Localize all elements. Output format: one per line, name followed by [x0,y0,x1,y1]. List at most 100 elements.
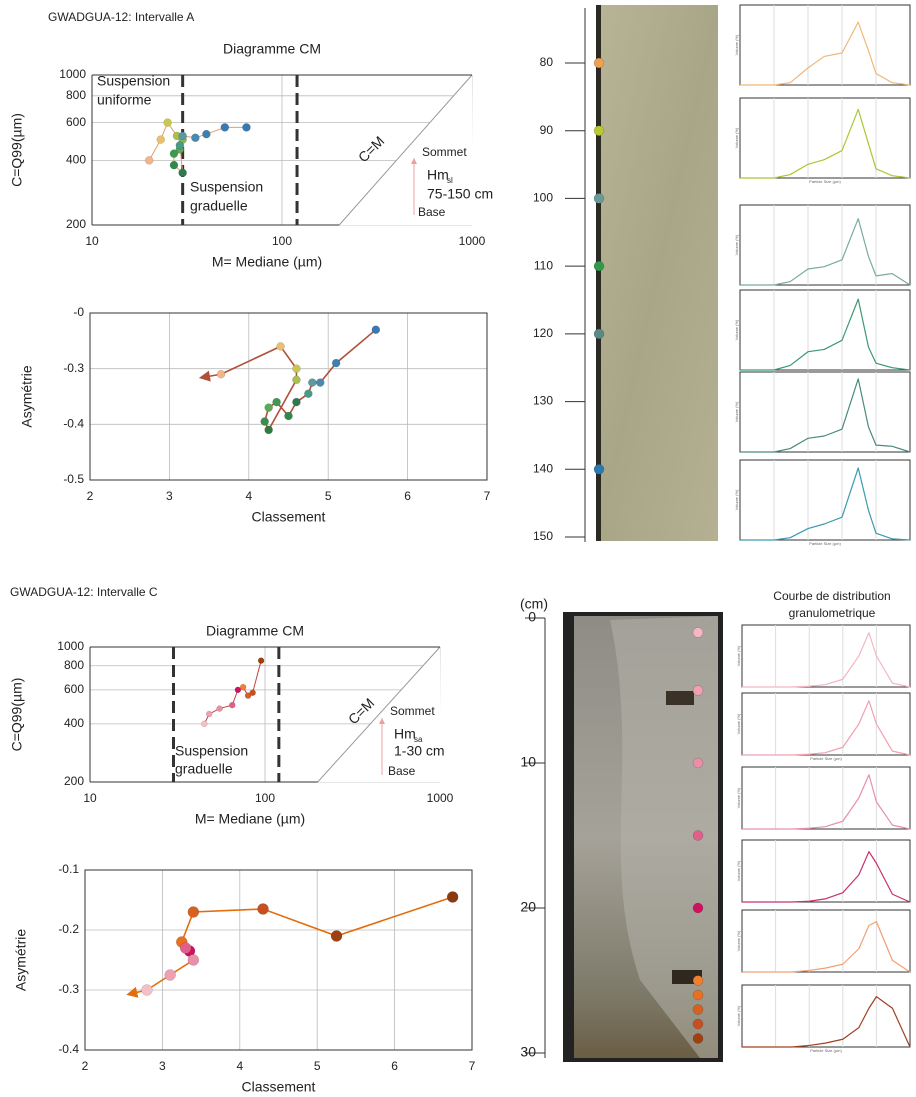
y-tick-label: 400 [66,153,86,167]
x-tick-label: 10 [83,791,97,805]
annotation: 75-150 cm [427,186,493,202]
x-tick-label: 6 [404,489,411,503]
depth-label: 110 [534,258,553,272]
x-tick-label: 4 [236,1059,243,1073]
data-point [292,364,301,373]
data-point [260,417,269,426]
data-point [156,135,165,144]
x-tick-label: 3 [166,489,173,503]
data-point [205,710,213,718]
depth-label: 80 [540,55,554,69]
core-edge [596,5,601,541]
depth-label: 100 [533,191,553,205]
depth-label: 20 [520,899,536,915]
x-tick-label: 6 [391,1059,398,1073]
data-point [292,397,301,407]
sample-dot [593,328,605,340]
x-axis-label: Classement [252,509,326,525]
x-axis-label: Classement [242,1079,316,1095]
distribution-x-label: Particle Size (µm) [810,1048,842,1053]
x-tick-label: 3 [159,1059,166,1073]
depth-label: 150 [533,529,553,543]
distribution-frame [741,692,911,756]
y-tick-label: -0.4 [63,417,84,431]
distribution-frame [739,459,911,541]
y-tick-label: 600 [66,115,86,129]
sample-dot [593,125,605,136]
data-point [144,156,154,165]
y-axis-label: Asymétrie [13,929,29,991]
annotation-arrowhead [411,158,417,164]
distribution-y-label: Volume (%) [736,1005,741,1026]
distribution-curve [740,108,911,179]
data-point [187,954,200,966]
y-axis-label: C=Q99(µm) [9,678,25,752]
data-point [371,325,381,334]
annotation: Suspension [190,179,263,195]
data-point [257,657,265,664]
distribution-frame [739,289,911,371]
diagonal-line [317,646,441,783]
annotation: Hm [394,726,416,742]
section-heading: GWADGUA-12: Intervalle A [48,10,194,24]
y-tick-label: 1000 [57,639,84,653]
x-tick-label: 4 [245,489,252,503]
chart-title: Diagramme CM [206,623,304,639]
data-point [316,378,325,387]
data-point [191,133,200,143]
annotation: Suspension [97,73,170,89]
distribution-curve [740,467,911,541]
annotation: Suspension [175,743,248,759]
distribution-frame [741,766,911,830]
data-point [257,903,269,915]
x-tick-label: 7 [484,489,491,503]
distribution-curve [742,632,911,688]
distribution-x-label: Particle Size (µm) [809,541,841,546]
data-point [141,984,153,996]
data-point [179,942,192,954]
distribution-y-label: Volume (%) [736,787,741,808]
sample-dot [692,975,704,986]
annotation: Hm [427,167,449,183]
distribution-curve [742,921,911,973]
sample-dot [692,685,704,696]
distribution-frame [741,624,911,688]
core-texture [610,616,718,1058]
distribution-curve [742,851,911,903]
data-point [220,123,230,132]
sample-dot [692,1018,704,1030]
distribution-y-label: Volume (%) [736,930,741,951]
distribution-frame [739,371,911,453]
data-point [202,129,211,139]
data-point [264,403,273,412]
annotation: Base [388,764,416,778]
data-point [169,149,179,158]
distribution-curve [742,774,911,830]
y-tick-label: -0.5 [63,472,84,486]
sample-dot [593,57,605,69]
data-point [163,118,172,127]
y-tick-label: 800 [64,658,84,672]
data-point [229,701,236,709]
y-tick-label: -0.4 [58,1042,79,1056]
y-tick-label: -0.3 [58,982,79,996]
distribution-y-label: Volume (%) [734,401,739,422]
data-point [169,160,179,170]
y-tick-label: 200 [66,217,86,231]
depth-label: 30 [520,1044,536,1060]
depth-label: 0 [528,609,536,625]
distribution-curve [740,218,911,286]
data-point [187,906,200,918]
y-tick-label: -0.3 [63,361,84,375]
data-point [178,131,187,141]
distribution-curve [742,700,911,756]
distribution-frame [739,97,911,179]
annotation: 1-30 cm [394,743,445,759]
distribution-y-label: Volume (%) [736,860,741,881]
distribution-x-label: Particle Size (µm) [809,179,841,184]
y-tick-label: 600 [64,682,84,696]
distribution-heading: Courbe de distribution [773,589,890,603]
distribution-y-label: Volume (%) [734,34,739,55]
x-axis-label: M= Mediane (µm) [212,254,322,270]
